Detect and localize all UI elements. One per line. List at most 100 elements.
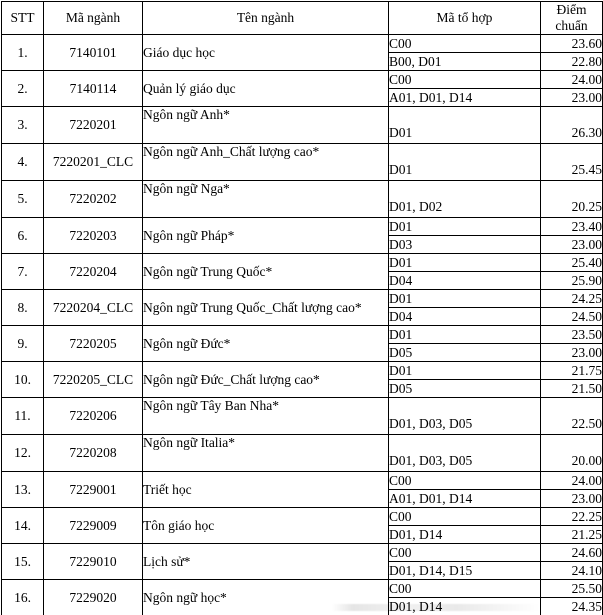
cell-benchmark-score: 24.35 bbox=[540, 597, 603, 615]
cell-major-name: Ngôn ngữ Đức* bbox=[142, 325, 389, 362]
cell-benchmark-score: 24.00 bbox=[540, 70, 603, 89]
table-row: 6. 7220203 Ngôn ngữ Pháp* D01 23.40 bbox=[1, 217, 603, 254]
table-row: 7. 7220204 Ngôn ngữ Trung Quốc* D01 25.40 bbox=[1, 253, 603, 290]
cell-subject-combination: D01 bbox=[388, 361, 541, 380]
cell-major-code: 7229001 bbox=[43, 471, 143, 508]
table-row: 2. 7140114 Quản lý giáo dục C00 24.00 bbox=[1, 70, 603, 107]
cell-benchmark-score: 22.80 bbox=[540, 52, 603, 71]
cell-subject-combination: D05 bbox=[388, 343, 541, 362]
cell-major-code: 7220202 bbox=[43, 180, 143, 218]
cell-major-name: Tôn giáo học bbox=[142, 507, 389, 544]
column-header-major-name: Tên ngành bbox=[142, 1, 389, 35]
table-row: A01, D01, D14 23.00 bbox=[2, 489, 603, 508]
table-row: 1. 7140101 Giáo dục học C00 23.60 bbox=[1, 34, 603, 71]
cell-major-name: Ngôn ngữ Trung Quốc_Chất lượng cao* bbox=[142, 289, 389, 326]
cell-subject-combination: D01, D14, D15 bbox=[388, 561, 541, 580]
cell-stt: 1. bbox=[1, 34, 44, 71]
cell-subject-combination: D01 bbox=[388, 325, 541, 344]
table-row: D03 23.00 bbox=[2, 235, 603, 254]
cell-stt: 6. bbox=[1, 217, 44, 254]
cell-major-code: 7229010 bbox=[43, 543, 143, 580]
cell-subject-combination: D05 bbox=[388, 379, 541, 398]
cell-major-code: 7140101 bbox=[43, 34, 143, 71]
cell-benchmark-score: 23.00 bbox=[540, 489, 603, 508]
cell-benchmark-score: 25.50 bbox=[540, 579, 603, 598]
column-header-stt: STT bbox=[1, 1, 44, 35]
table-row: D05 21.50 bbox=[2, 379, 603, 398]
cell-major-name: Giáo dục học bbox=[142, 34, 389, 71]
column-header-major-code: Mã ngành bbox=[43, 1, 143, 35]
cell-benchmark-score: 25.90 bbox=[540, 271, 603, 290]
cell-stt: 16. bbox=[1, 579, 44, 615]
cell-stt: 14. bbox=[1, 507, 44, 544]
benchmark-score-line-2: chuẩn bbox=[555, 18, 588, 33]
table-row: D01, D14 24.35 bbox=[2, 597, 603, 615]
cell-benchmark-score: 24.50 bbox=[540, 307, 603, 326]
table-body: 1. 7140101 Giáo dục học C00 23.60 B00, D01 22.… bbox=[1, 34, 603, 615]
cell-subject-combination: D01 bbox=[388, 253, 541, 272]
cell-benchmark-score: 24.25 bbox=[540, 289, 603, 308]
cell-stt: 11. bbox=[1, 397, 44, 435]
cell-major-code: 7220201 bbox=[43, 106, 143, 144]
cell-stt: 4. bbox=[1, 143, 44, 181]
table-row: 12. 7220208 Ngôn ngữ Italia* D01, D03, D05 2… bbox=[1, 434, 603, 472]
cell-major-name: Triết học bbox=[142, 471, 389, 508]
cell-stt: 9. bbox=[1, 325, 44, 362]
cell-major-code: 7220201_CLC bbox=[43, 143, 143, 181]
cell-major-code: 7220205_CLC bbox=[43, 361, 143, 398]
table-row: 13. 7229001 Triết học C00 24.00 bbox=[1, 471, 603, 508]
cell-stt: 2. bbox=[1, 70, 44, 107]
cell-subject-combination: D01, D03, D05 bbox=[388, 397, 541, 435]
cell-subject-combination: D03 bbox=[388, 235, 541, 254]
cell-subject-combination: D01 bbox=[388, 289, 541, 308]
cell-subject-combination: D01, D02 bbox=[388, 180, 541, 218]
cell-benchmark-score: 20.00 bbox=[540, 434, 603, 472]
cell-subject-combination: C00 bbox=[388, 34, 541, 53]
cell-subject-combination: D01, D14 bbox=[388, 597, 541, 615]
header-row: STT Mã ngành Tên ngành Mã tổ hợp Điểm ch… bbox=[1, 1, 603, 35]
cell-benchmark-score: 25.45 bbox=[540, 143, 603, 181]
table-row: 16. 7229020 Ngôn ngữ học* C00 25.50 bbox=[1, 579, 603, 615]
cell-subject-combination: A01, D01, D14 bbox=[388, 489, 541, 508]
cell-benchmark-score: 22.25 bbox=[540, 507, 603, 526]
cell-benchmark-score: 24.10 bbox=[540, 561, 603, 580]
cell-major-name: Ngôn ngữ Trung Quốc* bbox=[142, 253, 389, 290]
cell-subject-combination: D01, D14 bbox=[388, 525, 541, 544]
cell-major-name: Ngôn ngữ học* bbox=[142, 579, 389, 615]
table-row: 9. 7220205 Ngôn ngữ Đức* D01 23.50 bbox=[1, 325, 603, 362]
cell-benchmark-score: 23.00 bbox=[540, 235, 603, 254]
cell-subject-combination: C00 bbox=[388, 579, 541, 598]
table-header: STT Mã ngành Tên ngành Mã tổ hợp Điểm ch… bbox=[1, 1, 603, 35]
cell-subject-combination: C00 bbox=[388, 543, 541, 562]
table-row: 4. 7220201_CLC Ngôn ngữ Anh_Chất lượng cao… bbox=[1, 143, 603, 181]
cell-stt: 7. bbox=[1, 253, 44, 290]
benchmark-score-line-1: Điểm bbox=[556, 2, 587, 18]
cell-subject-combination: D01 bbox=[388, 217, 541, 236]
table-row: D04 24.50 bbox=[2, 307, 603, 326]
table-row: 5. 7220202 Ngôn ngữ Nga* D01, D02 20.25 bbox=[1, 180, 603, 218]
cell-major-name: Quản lý giáo dục bbox=[142, 70, 389, 107]
cell-benchmark-score: 23.40 bbox=[540, 217, 603, 236]
cell-major-name: Ngôn ngữ Pháp* bbox=[142, 217, 389, 254]
cell-subject-combination: B00, D01 bbox=[388, 52, 541, 71]
table-row: D01, D14, D15 24.10 bbox=[2, 561, 603, 580]
cell-major-name: Ngôn ngữ Nga* bbox=[142, 180, 389, 218]
cell-stt: 13. bbox=[1, 471, 44, 508]
cell-major-code: 7229020 bbox=[43, 579, 143, 615]
cell-major-code: 7220204_CLC bbox=[43, 289, 143, 326]
cell-major-code: 7140114 bbox=[43, 70, 143, 107]
cell-benchmark-score: 20.25 bbox=[540, 180, 603, 218]
cell-subject-combination: C00 bbox=[388, 70, 541, 89]
cell-benchmark-score: 26.30 bbox=[540, 106, 603, 144]
cell-stt: 15. bbox=[1, 543, 44, 580]
cell-benchmark-score: 22.50 bbox=[540, 397, 603, 435]
cell-benchmark-score: 24.00 bbox=[540, 471, 603, 490]
column-header-benchmark-score: Điểm chuẩn bbox=[540, 1, 603, 35]
cell-major-code: 7220208 bbox=[43, 434, 143, 472]
cell-subject-combination: D01, D03, D05 bbox=[388, 434, 541, 472]
table-row: 8. 7220204_CLC Ngôn ngữ Trung Quốc_Chất lư… bbox=[1, 289, 603, 326]
cell-subject-combination: D04 bbox=[388, 307, 541, 326]
cell-stt: 8. bbox=[1, 289, 44, 326]
